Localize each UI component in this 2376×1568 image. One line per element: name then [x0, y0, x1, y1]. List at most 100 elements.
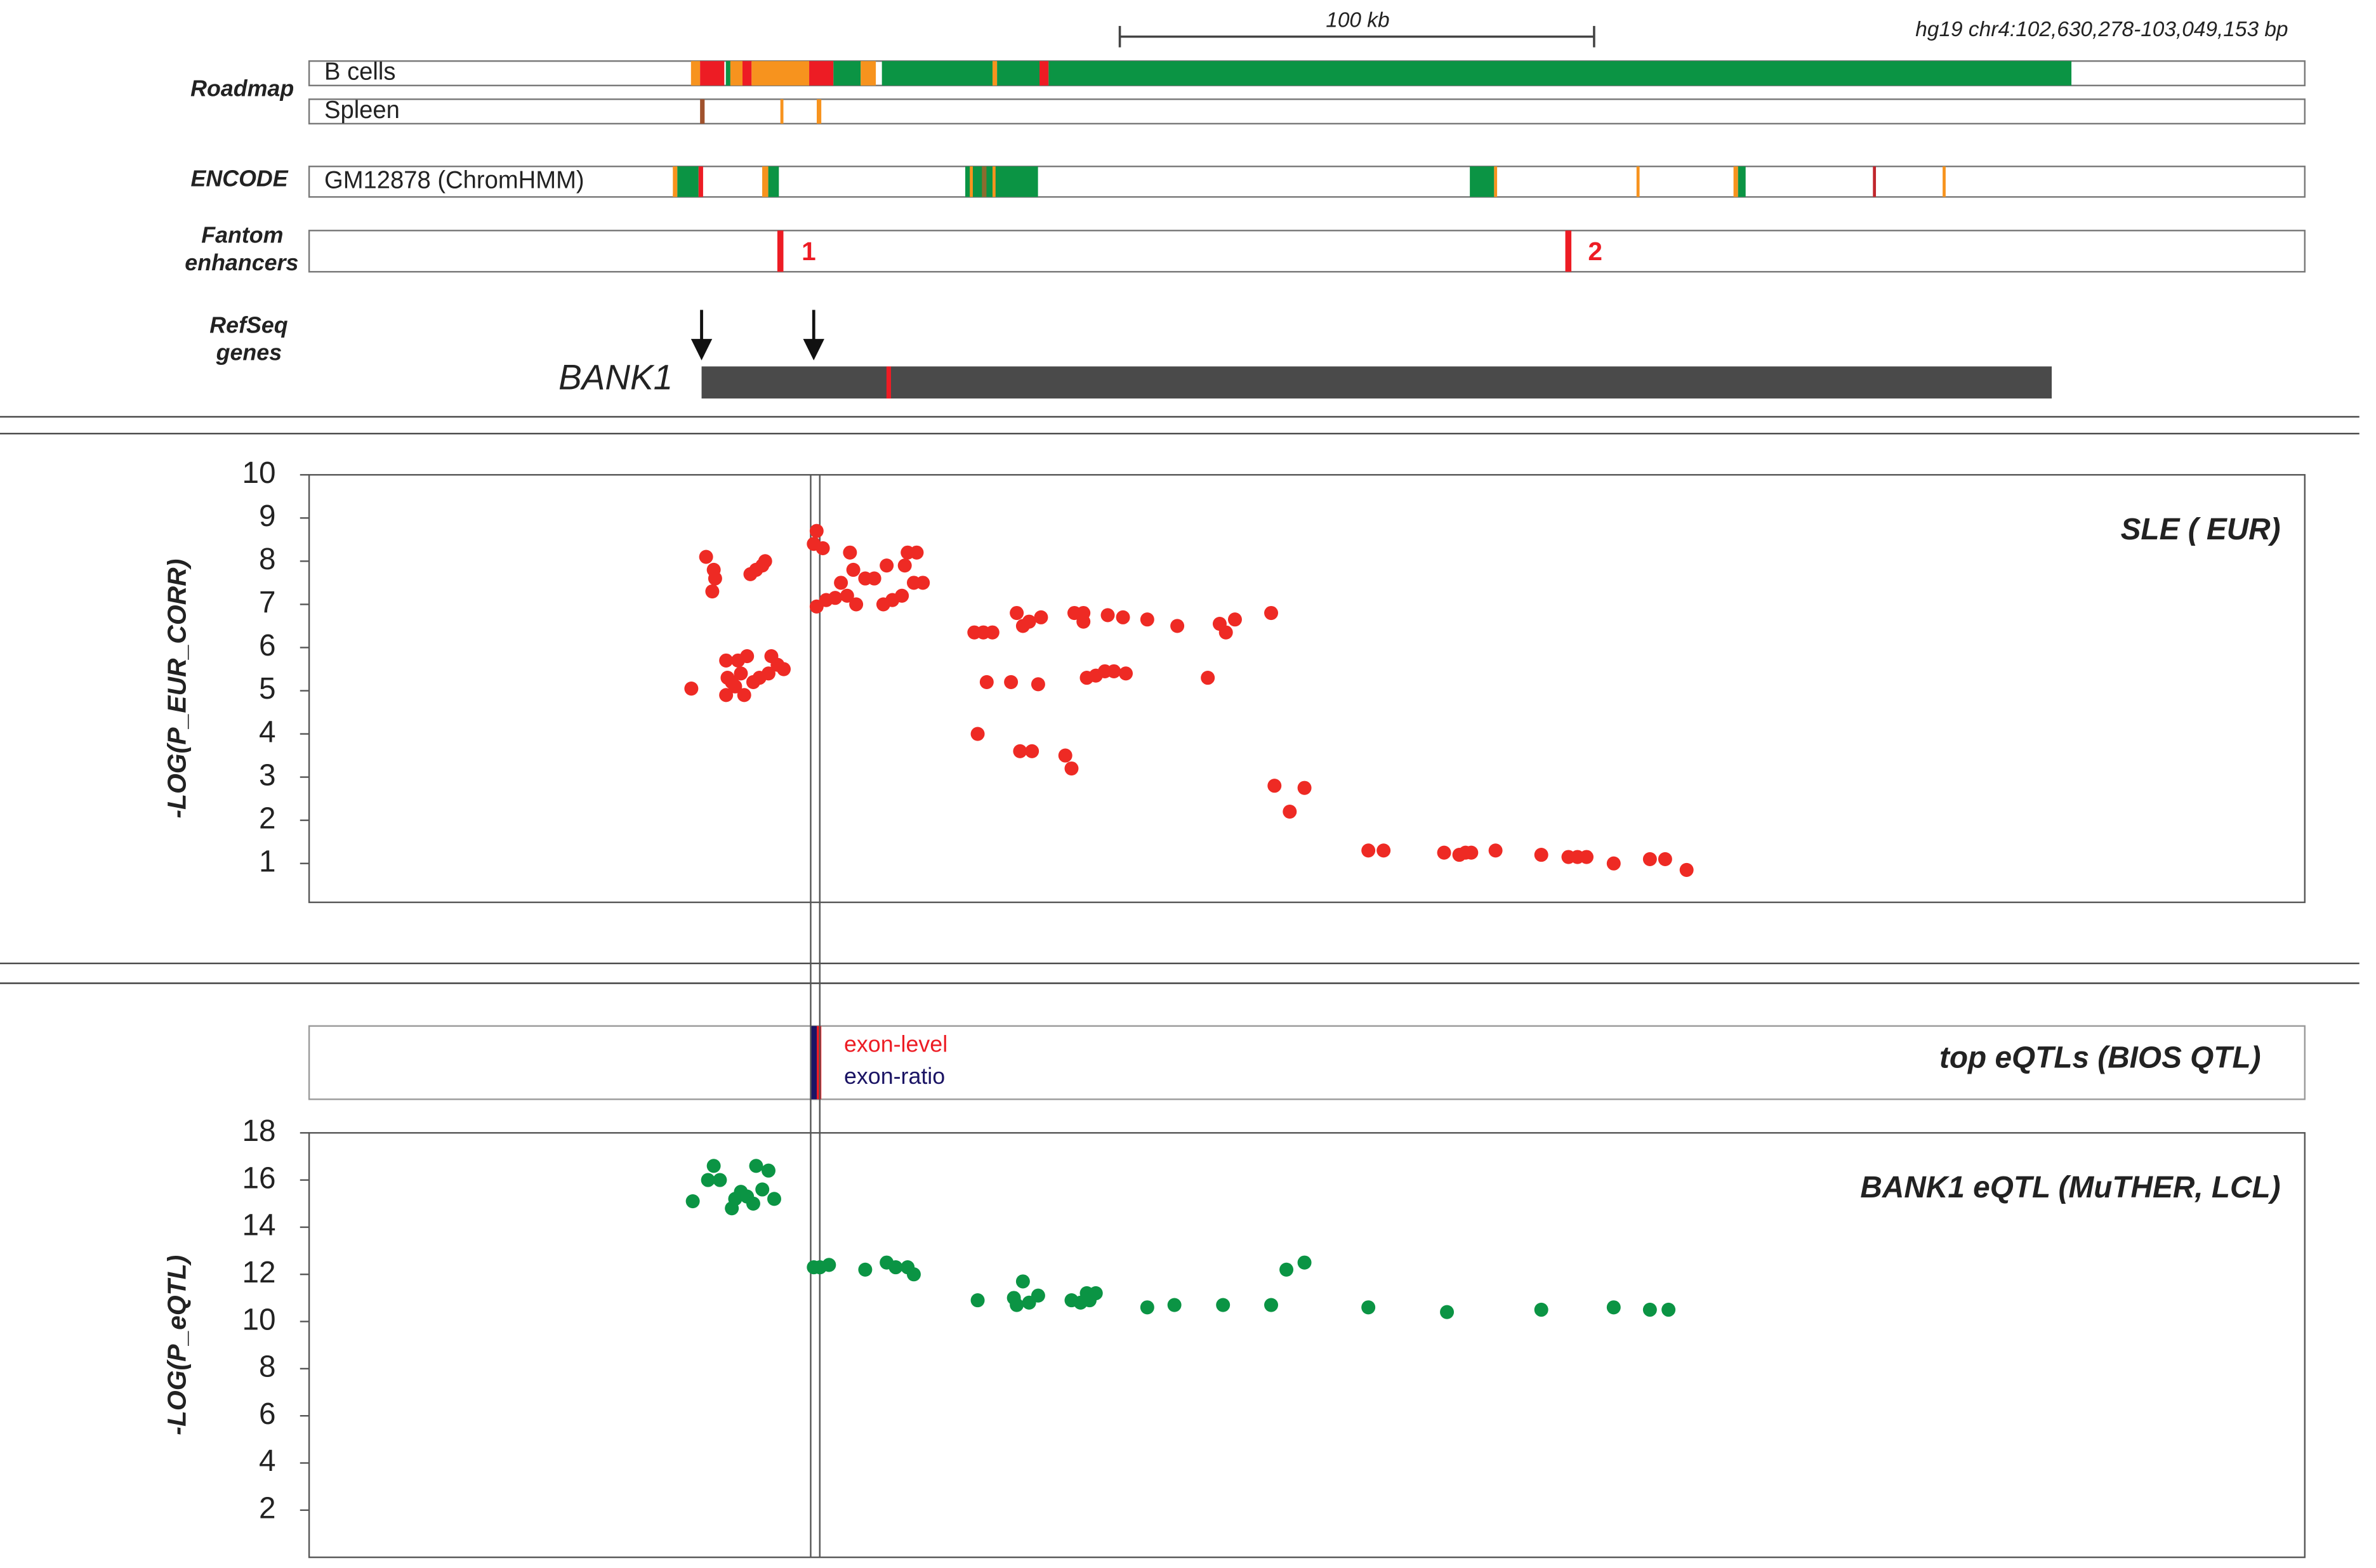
- y-tick-label: 6: [259, 1397, 276, 1431]
- point: [1606, 856, 1621, 871]
- arrows: [690, 310, 824, 360]
- point: [1376, 843, 1391, 858]
- track-label: enhancers: [185, 249, 298, 275]
- point: [1010, 605, 1024, 621]
- y-tick-label: 5: [259, 672, 276, 706]
- point: [1361, 843, 1376, 858]
- point: [1064, 761, 1079, 776]
- point: [684, 682, 699, 696]
- point: [708, 571, 722, 586]
- gene-label: BANK1: [558, 358, 673, 397]
- point: [1167, 1298, 1182, 1312]
- point: [895, 588, 909, 603]
- eqtl-marker: [817, 1025, 822, 1100]
- point: [880, 558, 894, 573]
- point: [719, 688, 734, 702]
- point: [746, 1196, 760, 1211]
- chromatin-states: [673, 166, 1946, 197]
- y-tick-label: 7: [259, 586, 276, 619]
- point: [1025, 744, 1040, 758]
- point: [970, 727, 985, 741]
- y-tick-label: 16: [242, 1161, 275, 1195]
- point: [758, 554, 772, 569]
- point: [1227, 612, 1242, 627]
- point: [840, 588, 854, 603]
- point: [1658, 852, 1672, 866]
- point: [1170, 619, 1185, 633]
- point: [1116, 610, 1130, 624]
- point: [719, 653, 734, 668]
- point: [749, 1159, 763, 1173]
- y-tick-label: 12: [242, 1256, 275, 1289]
- point: [858, 1262, 873, 1277]
- lead-variant-lines: [810, 475, 821, 1558]
- point: [985, 625, 1000, 640]
- region-label: hg19 chr4:102,630,278-103,049,153 bp: [1915, 18, 2288, 41]
- y-tick-label: 9: [259, 499, 276, 533]
- point: [1034, 610, 1048, 624]
- point: [1201, 671, 1215, 685]
- track-box: [308, 230, 2306, 273]
- track-label: Roadmap: [190, 75, 294, 101]
- point: [809, 524, 824, 538]
- point: [1264, 605, 1279, 621]
- point: [699, 550, 713, 564]
- eqtl-marker: [810, 1025, 817, 1100]
- point: [1488, 843, 1503, 858]
- point: [1015, 1274, 1030, 1289]
- y-tick-label: 2: [259, 1491, 276, 1525]
- point: [1440, 1305, 1455, 1319]
- chromatin-states: [690, 61, 2072, 86]
- point: [970, 1293, 985, 1308]
- track-title: top eQTLs (BIOS QTL): [1939, 1041, 2261, 1074]
- point: [701, 1173, 715, 1187]
- point: [1031, 677, 1045, 692]
- point: [1534, 1302, 1548, 1317]
- point: [828, 591, 843, 605]
- point: [1107, 664, 1121, 678]
- point: [761, 1163, 776, 1178]
- point: [1264, 1298, 1279, 1312]
- point: [979, 675, 994, 689]
- point: [834, 576, 848, 590]
- track-row: B cells: [324, 58, 396, 86]
- y-tick-label: 18: [242, 1114, 275, 1148]
- point: [1022, 614, 1036, 629]
- point: [1013, 744, 1027, 758]
- point: [815, 541, 830, 556]
- point: [1279, 1262, 1294, 1277]
- y-tick-label: 14: [242, 1208, 275, 1242]
- y-tick-label: 2: [259, 801, 276, 835]
- point: [1661, 1302, 1676, 1317]
- y-tick-label: 8: [259, 543, 276, 576]
- chart-title: SLE ( EUR): [2121, 513, 2281, 546]
- point: [1216, 1298, 1231, 1312]
- y-tick-label: 1: [259, 845, 276, 878]
- point: [737, 688, 751, 702]
- point: [713, 1173, 727, 1187]
- point: [1076, 614, 1091, 629]
- plot-area: [308, 474, 2306, 904]
- y-tick-label: 10: [242, 456, 275, 490]
- point: [777, 662, 791, 676]
- point: [740, 649, 755, 664]
- y-tick-label: 6: [259, 629, 276, 662]
- label-bg: [315, 169, 673, 194]
- point: [1088, 1286, 1103, 1301]
- point: [685, 1194, 700, 1209]
- track-row: Spleen: [324, 96, 400, 124]
- point: [1437, 845, 1451, 860]
- point: [1297, 781, 1312, 795]
- y-tick-label: 10: [242, 1303, 275, 1336]
- point: [1140, 612, 1154, 627]
- y-axis-label: -LOG(P_eQTL): [162, 1255, 192, 1435]
- scale-bar: [1118, 25, 1595, 48]
- point: [1361, 1300, 1376, 1315]
- point: [1297, 1255, 1312, 1270]
- point: [909, 545, 924, 560]
- point: [1464, 845, 1479, 860]
- track-row: GM12878 (ChromHMM): [324, 166, 584, 194]
- gene: [701, 366, 2052, 399]
- y-tick-label: 4: [259, 715, 276, 749]
